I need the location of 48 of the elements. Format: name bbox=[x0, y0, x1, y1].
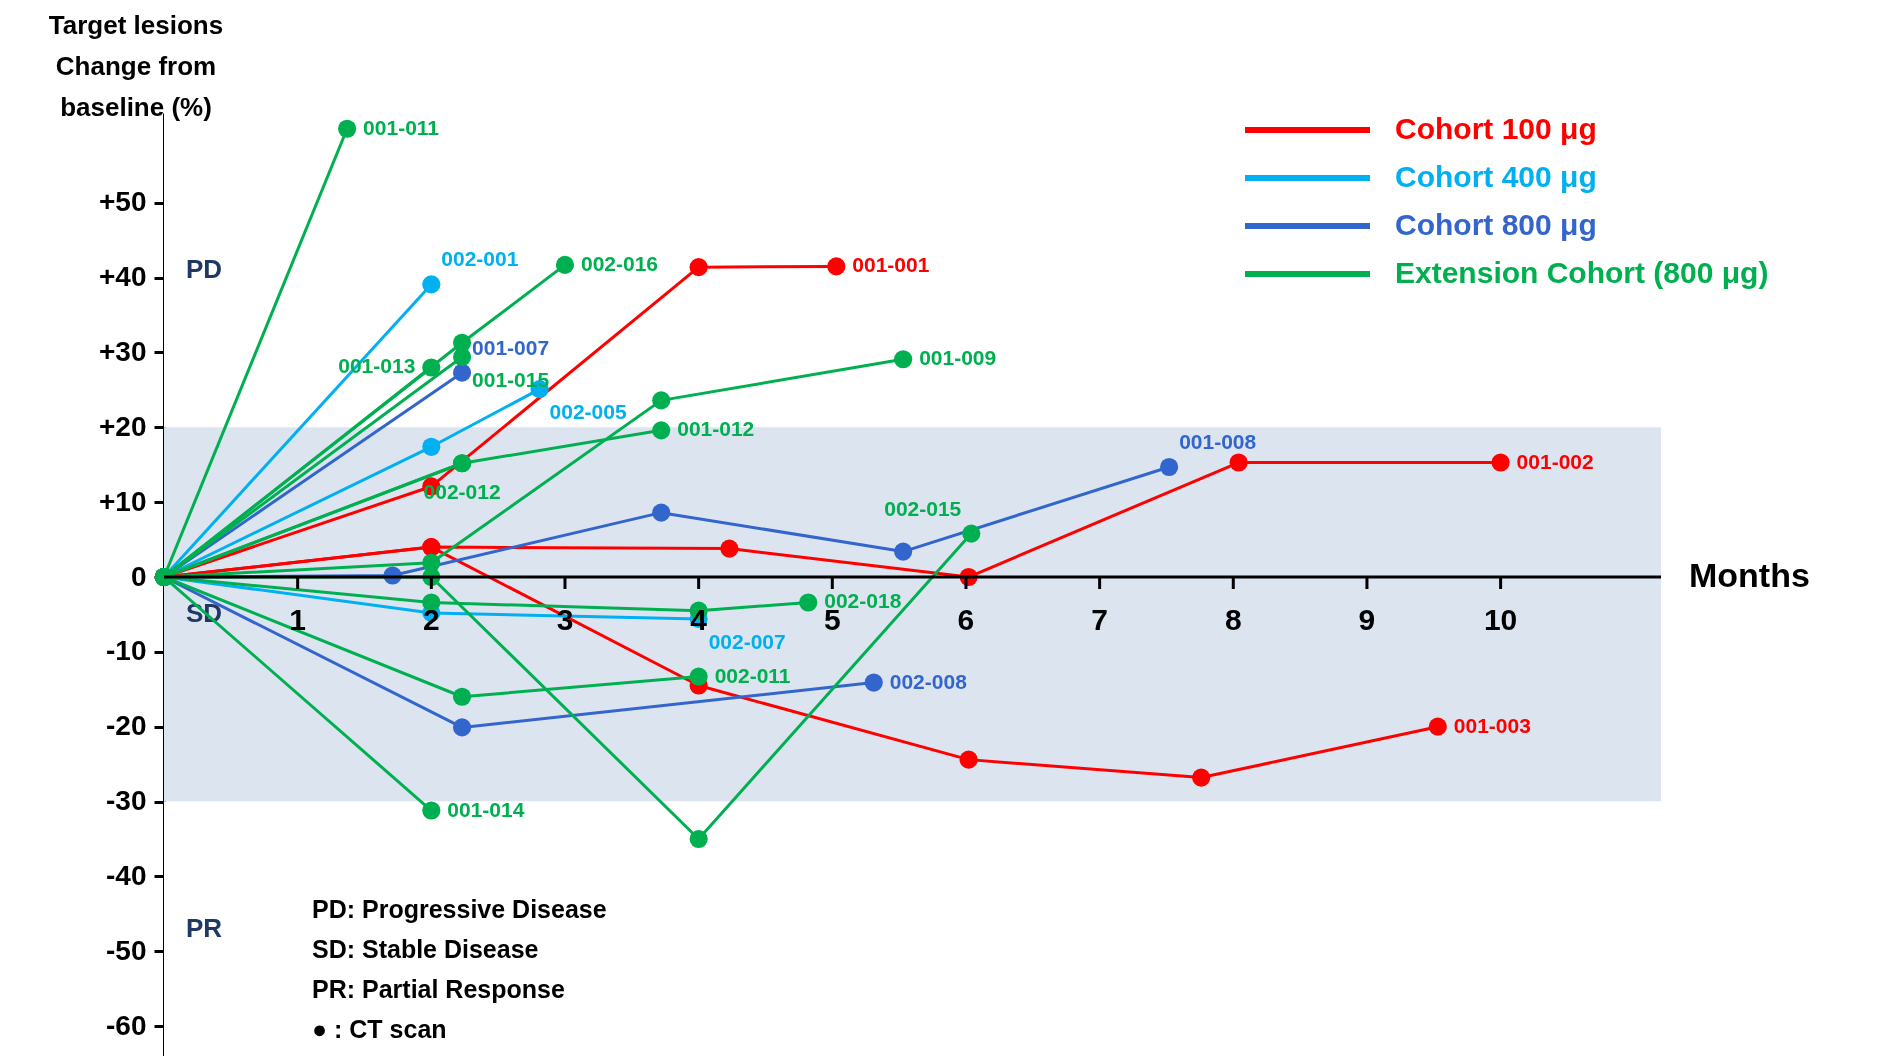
y-tick-label: -10 bbox=[106, 635, 147, 667]
series-label: 001-015 bbox=[472, 367, 550, 391]
x-tick-label: 6 bbox=[957, 603, 975, 637]
y-tick-label: +50 bbox=[99, 186, 147, 218]
series-label: 001-007 bbox=[472, 335, 550, 359]
series-label: 002-008 bbox=[889, 669, 968, 693]
x-tick-label: 1 bbox=[289, 603, 306, 637]
y-tick-label: +30 bbox=[99, 335, 147, 367]
series-label: 002-007 bbox=[708, 629, 786, 653]
y-tick-label: +40 bbox=[99, 261, 147, 293]
y-tick-label: -50 bbox=[106, 934, 147, 966]
legend-label: Cohort 400 μg bbox=[1395, 160, 1597, 193]
x-axis-title: Months bbox=[1689, 556, 1810, 595]
series-label: 002-016 bbox=[580, 251, 659, 275]
y-tick-label: -60 bbox=[106, 1009, 147, 1041]
annotation: SD: Stable Disease bbox=[312, 935, 539, 963]
series-label: 002-001 bbox=[441, 247, 519, 271]
annotation: PD: Progressive Disease bbox=[312, 895, 607, 923]
series-label: 002-005 bbox=[549, 400, 627, 424]
y-tick-label: -30 bbox=[106, 785, 147, 817]
legend-label: Extension Cohort (800 μg) bbox=[1395, 256, 1769, 289]
series-label: 001-002 bbox=[1516, 449, 1594, 473]
series-label: 001-011 bbox=[363, 115, 440, 139]
legend-label: Cohort 100 μg bbox=[1395, 112, 1597, 145]
series-label: 001-009 bbox=[919, 346, 997, 370]
x-tick-label: 8 bbox=[1224, 603, 1242, 637]
series-label: 002-011 bbox=[714, 663, 791, 687]
band-label: PR bbox=[185, 912, 223, 943]
series-label: 002-015 bbox=[884, 496, 962, 520]
y-tick-label: -40 bbox=[106, 859, 147, 891]
series-label: 001-003 bbox=[1453, 713, 1531, 737]
series-label: 001-014 bbox=[447, 797, 525, 821]
x-tick-label: 7 bbox=[1091, 603, 1108, 637]
x-tick-label: 9 bbox=[1358, 603, 1376, 637]
series-label: 001-001 bbox=[852, 253, 930, 277]
y-tick-label: 0 bbox=[130, 560, 147, 592]
legend-label: Cohort 800 μg bbox=[1395, 208, 1597, 241]
series-label: 002-012 bbox=[423, 480, 501, 504]
y-tick-label: +10 bbox=[99, 485, 147, 517]
x-tick-label: 10 bbox=[1483, 603, 1518, 637]
annotation: ● : CT scan bbox=[312, 1015, 447, 1043]
series-label: 001-012 bbox=[677, 417, 755, 441]
y-axis-title: Target lesions Change from baseline (%) bbox=[48, 10, 224, 122]
band-label: PD bbox=[185, 254, 223, 285]
y-tick-label: -20 bbox=[106, 710, 147, 742]
y-tick-label: +20 bbox=[99, 410, 147, 442]
annotation: PR: Partial Response bbox=[312, 975, 565, 1003]
series-label: 001-008 bbox=[1179, 430, 1257, 453]
